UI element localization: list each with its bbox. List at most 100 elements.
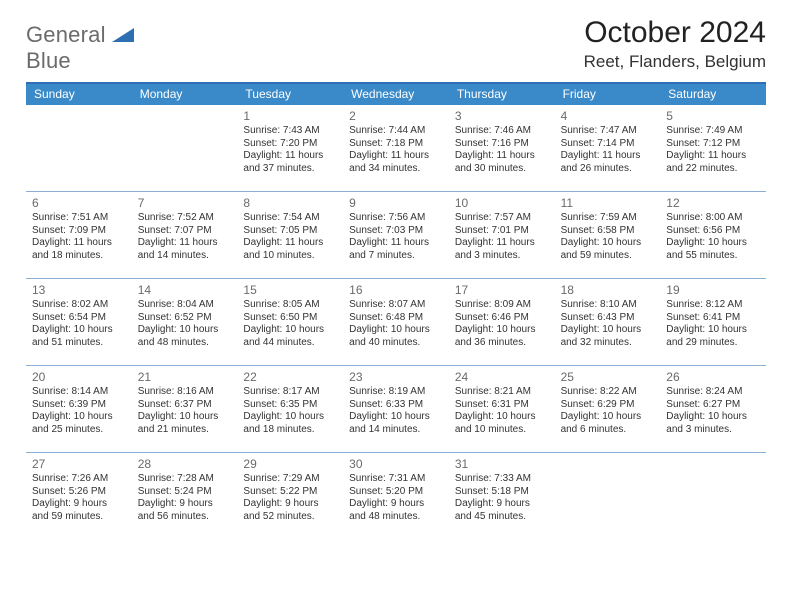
day-number: 17 <box>455 283 549 298</box>
sunset-text: Sunset: 7:03 PM <box>349 225 443 238</box>
sunrise-text: Sunrise: 8:00 AM <box>666 212 760 225</box>
day-number: 12 <box>666 196 760 211</box>
daylight2-text: and 59 minutes. <box>561 250 655 263</box>
sunset-text: Sunset: 6:56 PM <box>666 225 760 238</box>
sunset-text: Sunset: 7:20 PM <box>243 138 337 151</box>
calendar-cell: 15Sunrise: 8:05 AMSunset: 6:50 PMDayligh… <box>237 279 343 365</box>
daylight1-text: Daylight: 11 hours <box>455 237 549 250</box>
daylight2-text: and 37 minutes. <box>243 163 337 176</box>
day-number: 25 <box>561 370 655 385</box>
sunset-text: Sunset: 6:52 PM <box>138 312 232 325</box>
day-number: 21 <box>138 370 232 385</box>
sunrise-text: Sunrise: 7:26 AM <box>32 473 126 486</box>
daylight1-text: Daylight: 11 hours <box>349 237 443 250</box>
sunset-text: Sunset: 7:01 PM <box>455 225 549 238</box>
day-number: 28 <box>138 457 232 472</box>
sunrise-text: Sunrise: 8:12 AM <box>666 299 760 312</box>
daylight1-text: Daylight: 10 hours <box>32 411 126 424</box>
logo-triangle-icon <box>112 28 134 42</box>
calendar-page: General Blue October 2024 Reet, Flanders… <box>0 0 792 549</box>
sunrise-text: Sunrise: 7:47 AM <box>561 125 655 138</box>
calendar-cell: 19Sunrise: 8:12 AMSunset: 6:41 PMDayligh… <box>660 279 766 365</box>
sunrise-text: Sunrise: 8:21 AM <box>455 386 549 399</box>
daylight1-text: Daylight: 10 hours <box>561 237 655 250</box>
daylight1-text: Daylight: 10 hours <box>138 324 232 337</box>
calendar-cell: 12Sunrise: 8:00 AMSunset: 6:56 PMDayligh… <box>660 192 766 278</box>
sunrise-text: Sunrise: 8:16 AM <box>138 386 232 399</box>
sunset-text: Sunset: 7:12 PM <box>666 138 760 151</box>
daylight2-text: and 48 minutes. <box>138 337 232 350</box>
sunrise-text: Sunrise: 8:17 AM <box>243 386 337 399</box>
day-number: 6 <box>32 196 126 211</box>
day-number: 18 <box>561 283 655 298</box>
sunrise-text: Sunrise: 8:02 AM <box>32 299 126 312</box>
logo-text: General Blue <box>26 22 134 74</box>
day-number: 15 <box>243 283 337 298</box>
sunrise-text: Sunrise: 8:19 AM <box>349 386 443 399</box>
sunrise-text: Sunrise: 7:43 AM <box>243 125 337 138</box>
sunrise-text: Sunrise: 7:44 AM <box>349 125 443 138</box>
daylight2-text: and 40 minutes. <box>349 337 443 350</box>
sunrise-text: Sunrise: 7:56 AM <box>349 212 443 225</box>
daylight1-text: Daylight: 10 hours <box>666 411 760 424</box>
sunrise-text: Sunrise: 7:59 AM <box>561 212 655 225</box>
sunset-text: Sunset: 5:18 PM <box>455 486 549 499</box>
sunset-text: Sunset: 6:41 PM <box>666 312 760 325</box>
sunset-text: Sunset: 6:31 PM <box>455 399 549 412</box>
calendar-cell: 6Sunrise: 7:51 AMSunset: 7:09 PMDaylight… <box>26 192 132 278</box>
sunset-text: Sunset: 7:05 PM <box>243 225 337 238</box>
calendar-cell: 10Sunrise: 7:57 AMSunset: 7:01 PMDayligh… <box>449 192 555 278</box>
sunrise-text: Sunrise: 7:33 AM <box>455 473 549 486</box>
daylight2-text: and 14 minutes. <box>138 250 232 263</box>
calendar-cell: 28Sunrise: 7:28 AMSunset: 5:24 PMDayligh… <box>132 453 238 539</box>
sunset-text: Sunset: 6:37 PM <box>138 399 232 412</box>
calendar-cell: 22Sunrise: 8:17 AMSunset: 6:35 PMDayligh… <box>237 366 343 452</box>
sunrise-text: Sunrise: 8:24 AM <box>666 386 760 399</box>
daylight1-text: Daylight: 11 hours <box>32 237 126 250</box>
weekday-header: Saturday <box>660 84 766 105</box>
daylight1-text: Daylight: 9 hours <box>243 498 337 511</box>
day-number: 20 <box>32 370 126 385</box>
sunset-text: Sunset: 5:22 PM <box>243 486 337 499</box>
week-divider <box>26 452 766 453</box>
daylight1-text: Daylight: 10 hours <box>138 411 232 424</box>
daylight2-text: and 34 minutes. <box>349 163 443 176</box>
daylight1-text: Daylight: 10 hours <box>666 324 760 337</box>
daylight2-text: and 29 minutes. <box>666 337 760 350</box>
day-number: 2 <box>349 109 443 124</box>
daylight2-text: and 18 minutes. <box>243 424 337 437</box>
sunrise-text: Sunrise: 7:28 AM <box>138 473 232 486</box>
sunset-text: Sunset: 7:09 PM <box>32 225 126 238</box>
daylight1-text: Daylight: 10 hours <box>349 411 443 424</box>
day-number: 27 <box>32 457 126 472</box>
day-number: 8 <box>243 196 337 211</box>
sunrise-text: Sunrise: 8:07 AM <box>349 299 443 312</box>
calendar-cell: 18Sunrise: 8:10 AMSunset: 6:43 PMDayligh… <box>555 279 661 365</box>
daylight2-text: and 21 minutes. <box>138 424 232 437</box>
daylight2-text: and 6 minutes. <box>561 424 655 437</box>
weekday-header: Monday <box>132 84 238 105</box>
title-block: October 2024 Reet, Flanders, Belgium <box>584 16 766 72</box>
daylight2-text: and 56 minutes. <box>138 511 232 524</box>
calendar-cell: 5Sunrise: 7:49 AMSunset: 7:12 PMDaylight… <box>660 105 766 191</box>
daylight1-text: Daylight: 11 hours <box>666 150 760 163</box>
daylight2-text: and 55 minutes. <box>666 250 760 263</box>
sunset-text: Sunset: 6:58 PM <box>561 225 655 238</box>
sunset-text: Sunset: 6:29 PM <box>561 399 655 412</box>
week-divider <box>26 191 766 192</box>
sunrise-text: Sunrise: 7:57 AM <box>455 212 549 225</box>
daylight1-text: Daylight: 11 hours <box>243 150 337 163</box>
sunrise-text: Sunrise: 7:51 AM <box>32 212 126 225</box>
week-divider <box>26 278 766 279</box>
calendar-cell: 29Sunrise: 7:29 AMSunset: 5:22 PMDayligh… <box>237 453 343 539</box>
sunset-text: Sunset: 6:39 PM <box>32 399 126 412</box>
daylight1-text: Daylight: 10 hours <box>243 324 337 337</box>
day-number: 23 <box>349 370 443 385</box>
calendar-cell: 30Sunrise: 7:31 AMSunset: 5:20 PMDayligh… <box>343 453 449 539</box>
sunrise-text: Sunrise: 8:04 AM <box>138 299 232 312</box>
sunset-text: Sunset: 6:43 PM <box>561 312 655 325</box>
day-number: 7 <box>138 196 232 211</box>
calendar-cell: 3Sunrise: 7:46 AMSunset: 7:16 PMDaylight… <box>449 105 555 191</box>
daylight1-text: Daylight: 10 hours <box>349 324 443 337</box>
sunset-text: Sunset: 6:46 PM <box>455 312 549 325</box>
